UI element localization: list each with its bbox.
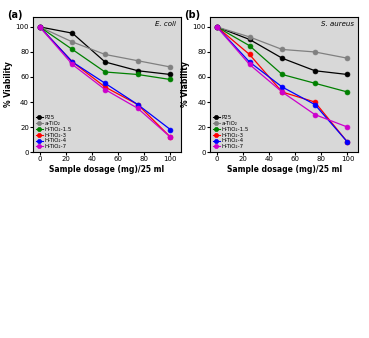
H-TiO₂-4	[247, 60, 252, 64]
a-TiO₂	[280, 47, 284, 51]
P25	[215, 25, 219, 29]
H-TiO₂-4	[280, 85, 284, 89]
H-TiO₂-7	[70, 63, 75, 67]
H-TiO₂-4	[168, 127, 173, 131]
H-TiO₂-1.5	[135, 72, 140, 76]
H-TiO₂-1.5	[313, 81, 317, 85]
H-TiO₂-4	[313, 102, 317, 106]
Line: H-TiO₂-4: H-TiO₂-4	[214, 24, 350, 145]
P25	[38, 25, 42, 29]
X-axis label: Sample dosage (mg)/25 ml: Sample dosage (mg)/25 ml	[49, 165, 165, 174]
P25	[70, 31, 75, 35]
H-TiO₂-7	[247, 63, 252, 67]
H-TiO₂-3	[345, 140, 350, 144]
H-TiO₂-3	[313, 100, 317, 104]
H-TiO₂-1.5	[70, 47, 75, 51]
H-TiO₂-3	[280, 90, 284, 94]
Legend: P25, a-TiO₂, H-TiO₂-1.5, H-TiO₂-3, H-TiO₂-4, H-TiO₂-7: P25, a-TiO₂, H-TiO₂-1.5, H-TiO₂-3, H-TiO…	[35, 114, 73, 150]
H-TiO₂-7	[38, 25, 42, 29]
Line: a-TiO₂: a-TiO₂	[214, 24, 350, 61]
H-TiO₂-1.5	[38, 25, 42, 29]
a-TiO₂	[345, 56, 350, 60]
Text: E. coli: E. coli	[155, 21, 176, 27]
H-TiO₂-1.5	[103, 70, 107, 74]
Line: P25: P25	[214, 24, 350, 77]
a-TiO₂	[103, 52, 107, 56]
H-TiO₂-3	[247, 52, 252, 56]
H-TiO₂-4	[103, 81, 107, 85]
H-TiO₂-3	[168, 135, 173, 139]
H-TiO₂-7	[280, 90, 284, 94]
Legend: P25, a-TiO₂, H-TiO₂-1.5, H-TiO₂-3, H-TiO₂-4, H-TiO₂-7: P25, a-TiO₂, H-TiO₂-1.5, H-TiO₂-3, H-TiO…	[212, 114, 250, 150]
Line: H-TiO₂-7: H-TiO₂-7	[214, 24, 350, 129]
a-TiO₂	[38, 25, 42, 29]
a-TiO₂	[247, 35, 252, 39]
Line: H-TiO₂-3: H-TiO₂-3	[37, 24, 173, 140]
Line: H-TiO₂-1.5: H-TiO₂-1.5	[214, 24, 350, 94]
a-TiO₂	[135, 59, 140, 63]
H-TiO₂-7	[313, 113, 317, 117]
H-TiO₂-1.5	[345, 90, 350, 94]
H-TiO₂-4	[70, 60, 75, 64]
Line: H-TiO₂-7: H-TiO₂-7	[37, 24, 173, 140]
H-TiO₂-3	[135, 102, 140, 106]
Line: H-TiO₂-1.5: H-TiO₂-1.5	[37, 24, 173, 82]
P25	[103, 60, 107, 64]
Text: (b): (b)	[184, 10, 200, 20]
H-TiO₂-4	[135, 102, 140, 106]
H-TiO₂-3	[70, 60, 75, 64]
H-TiO₂-1.5	[247, 44, 252, 48]
H-TiO₂-7	[103, 88, 107, 92]
P25	[280, 56, 284, 60]
P25	[168, 72, 173, 76]
Y-axis label: % Viability: % Viability	[181, 62, 190, 107]
a-TiO₂	[70, 40, 75, 44]
H-TiO₂-4	[345, 140, 350, 144]
Line: a-TiO₂: a-TiO₂	[37, 24, 173, 69]
H-TiO₂-1.5	[168, 77, 173, 81]
a-TiO₂	[168, 65, 173, 69]
H-TiO₂-7	[215, 25, 219, 29]
Y-axis label: % Viability: % Viability	[4, 62, 13, 107]
H-TiO₂-3	[38, 25, 42, 29]
a-TiO₂	[313, 50, 317, 54]
H-TiO₂-7	[345, 125, 350, 129]
H-TiO₂-1.5	[215, 25, 219, 29]
P25	[345, 72, 350, 76]
Text: S. aureus: S. aureus	[321, 21, 354, 27]
Text: (a): (a)	[7, 10, 22, 20]
H-TiO₂-3	[215, 25, 219, 29]
H-TiO₂-4	[38, 25, 42, 29]
H-TiO₂-1.5	[280, 72, 284, 76]
H-TiO₂-7	[168, 135, 173, 139]
Line: H-TiO₂-4: H-TiO₂-4	[37, 24, 173, 132]
H-TiO₂-4	[215, 25, 219, 29]
Line: H-TiO₂-3: H-TiO₂-3	[214, 24, 350, 145]
X-axis label: Sample dosage (mg)/25 ml: Sample dosage (mg)/25 ml	[227, 165, 342, 174]
H-TiO₂-3	[103, 85, 107, 89]
P25	[135, 69, 140, 73]
H-TiO₂-7	[135, 106, 140, 110]
P25	[247, 38, 252, 42]
P25	[313, 69, 317, 73]
Line: P25: P25	[37, 24, 173, 77]
a-TiO₂	[215, 25, 219, 29]
